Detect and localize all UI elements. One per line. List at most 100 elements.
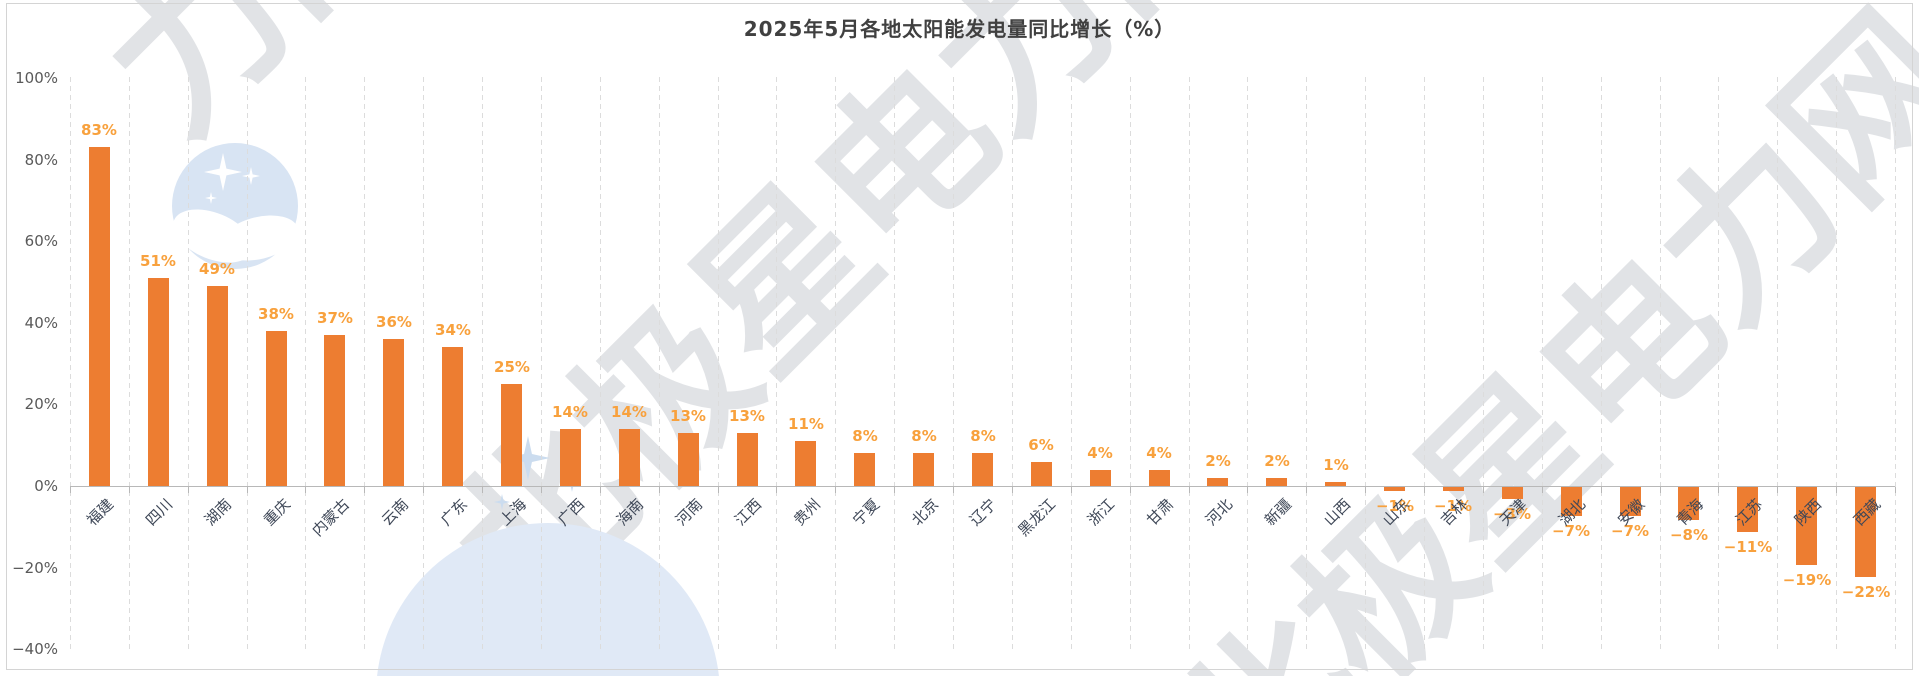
bar xyxy=(501,384,522,486)
gridline xyxy=(600,77,601,650)
category-label: 贵州 xyxy=(790,495,825,530)
bar xyxy=(913,453,934,486)
bar-value-label: −11% xyxy=(1723,538,1773,556)
x-axis-tick xyxy=(364,487,365,493)
category-label: 甘肃 xyxy=(1143,495,1178,530)
bar xyxy=(1266,478,1287,486)
bar-value-label: 11% xyxy=(788,415,824,433)
bar xyxy=(1090,470,1111,486)
bar-value-label: 38% xyxy=(258,305,294,323)
bar-value-label: −1% xyxy=(1375,497,1415,515)
bar xyxy=(89,147,110,486)
x-axis-tick xyxy=(1071,487,1072,493)
x-axis-tick xyxy=(659,487,660,493)
gridline xyxy=(718,77,719,650)
gridline xyxy=(894,77,895,650)
bar-value-label: 4% xyxy=(1146,444,1172,462)
gridline xyxy=(1777,77,1778,650)
x-axis-tick xyxy=(1660,487,1661,493)
y-tick-label: −20% xyxy=(12,559,58,577)
bar xyxy=(383,339,404,486)
x-axis-tick xyxy=(718,487,719,493)
bar xyxy=(1620,487,1641,516)
x-axis-tick xyxy=(1542,487,1543,493)
gridline xyxy=(129,77,130,650)
bar xyxy=(324,335,345,486)
x-axis-tick xyxy=(953,487,954,493)
bar-value-label: 34% xyxy=(435,321,471,339)
bar xyxy=(1561,487,1582,516)
x-axis-tick xyxy=(1189,487,1190,493)
bar xyxy=(1443,487,1464,491)
x-axis-tick xyxy=(894,487,895,493)
x-axis-tick xyxy=(188,487,189,493)
bar xyxy=(1149,470,1170,486)
gridline xyxy=(364,77,365,650)
gridline xyxy=(1012,77,1013,650)
bar xyxy=(1384,487,1405,491)
gridline xyxy=(1071,77,1072,650)
x-axis-tick xyxy=(1012,487,1013,493)
category-label: 北京 xyxy=(908,495,943,530)
gridline xyxy=(776,77,777,650)
bar-value-label: −22% xyxy=(1841,583,1891,601)
bar-value-label: 13% xyxy=(670,407,706,425)
category-label: 四川 xyxy=(142,495,177,530)
x-axis-tick xyxy=(1483,487,1484,493)
x-axis-tick xyxy=(129,487,130,493)
bar-value-label: −1% xyxy=(1433,497,1473,515)
y-tick-label: 60% xyxy=(24,232,58,250)
bar xyxy=(795,441,816,486)
y-tick-label: 20% xyxy=(24,395,58,413)
gridline xyxy=(1836,77,1837,650)
sparkle-star-icon xyxy=(242,167,260,185)
sparkle-star-icon xyxy=(204,153,242,191)
x-axis-tick xyxy=(305,487,306,493)
gridline xyxy=(188,77,189,650)
x-axis-tick xyxy=(247,487,248,493)
gridline xyxy=(1306,77,1307,650)
chart-title: 2025年5月各地太阳能发电量同比增长（%） xyxy=(743,17,1176,41)
x-axis-tick xyxy=(482,487,483,493)
category-label: 江西 xyxy=(731,495,766,530)
x-axis-line xyxy=(70,486,1895,487)
bar xyxy=(972,453,993,486)
x-axis-tick xyxy=(776,487,777,493)
gridline xyxy=(1365,77,1366,650)
gridline xyxy=(835,77,836,650)
gridline xyxy=(423,77,424,650)
y-tick-label: −40% xyxy=(12,640,58,658)
category-label: 广西 xyxy=(554,495,589,530)
bar-value-label: 2% xyxy=(1205,452,1231,470)
bar-value-label: 8% xyxy=(970,427,996,445)
bar xyxy=(1207,478,1228,486)
bar-value-label: 1% xyxy=(1323,456,1349,474)
x-axis-tick xyxy=(1601,487,1602,493)
bar-value-label: −3% xyxy=(1492,505,1532,523)
bar-value-label: 14% xyxy=(552,403,588,421)
x-axis-tick xyxy=(835,487,836,493)
bar xyxy=(1031,462,1052,486)
bar-value-label: 13% xyxy=(729,407,765,425)
category-label: 新疆 xyxy=(1261,495,1296,530)
bar-value-label: −19% xyxy=(1782,571,1832,589)
bar xyxy=(619,429,640,486)
x-axis-tick xyxy=(1247,487,1248,493)
gridline xyxy=(659,77,660,650)
category-label: 广东 xyxy=(437,495,472,530)
x-axis-tick xyxy=(1836,487,1837,493)
gridline xyxy=(305,77,306,650)
category-label: 云南 xyxy=(378,495,413,530)
gridline xyxy=(1718,77,1719,650)
x-axis-tick xyxy=(1424,487,1425,493)
x-axis-tick xyxy=(423,487,424,493)
bar-value-label: 14% xyxy=(611,403,647,421)
gridline xyxy=(1483,77,1484,650)
bar xyxy=(678,433,699,486)
watermark-logo-circle-top-left xyxy=(172,143,299,269)
bar xyxy=(1325,482,1346,486)
gridline xyxy=(70,77,71,650)
x-axis-tick xyxy=(1895,487,1896,493)
